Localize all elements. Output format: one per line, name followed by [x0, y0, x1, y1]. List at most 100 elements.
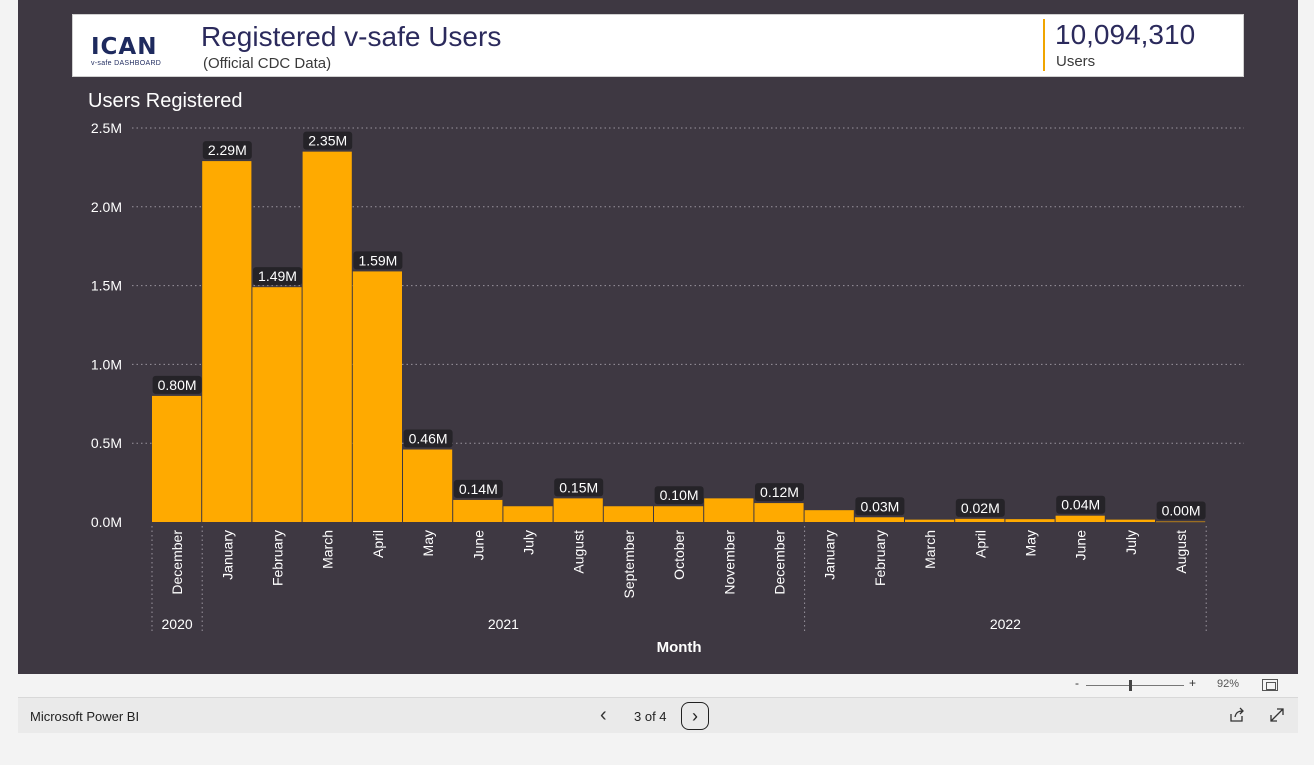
data-label: 2.29M — [208, 142, 247, 158]
x-tick-label: August — [1173, 530, 1189, 574]
x-tick-label: February — [270, 530, 286, 586]
zoom-bar: - + 92% — [0, 674, 1314, 696]
bar — [704, 498, 754, 522]
x-tick-label: June — [1073, 530, 1089, 561]
ican-logo: ICAN v-safe DASHBOARD — [91, 35, 175, 75]
page-indicator: 3 of 4 — [634, 709, 667, 724]
kpi-value: 10,094,310 — [1055, 19, 1196, 50]
x-tick-label: January — [219, 530, 235, 580]
data-label: 1.49M — [258, 268, 297, 284]
data-label-bg — [654, 486, 704, 505]
footer-bar: Microsoft Power BI ‹ 3 of 4 › — [18, 697, 1298, 733]
data-label: 0.15M — [559, 479, 598, 495]
bar — [654, 506, 704, 522]
year-label: 2020 — [162, 616, 193, 632]
x-tick-label: May — [420, 530, 436, 556]
x-tick-label: November — [721, 530, 737, 595]
next-page-button[interactable]: › — [681, 702, 709, 730]
data-label: 0.14M — [459, 481, 498, 497]
bar — [603, 506, 653, 522]
x-tick-label: July — [1123, 530, 1139, 555]
share-icon[interactable] — [1228, 706, 1246, 724]
x-tick-label: June — [470, 530, 486, 561]
zoom-out-button[interactable]: - — [1075, 676, 1079, 690]
bar-chart: 0.0M 0.5M 1.0M 1.5M 2.0M 2.5M 0.80M 2.29M 1.49M 2… — [91, 120, 1244, 656]
logo-subtext: v-safe DASHBOARD — [91, 60, 162, 67]
y-tick-label: 0.5M — [91, 435, 122, 451]
bar — [503, 506, 553, 522]
data-label-bg — [1156, 501, 1206, 520]
data-label-bg — [253, 267, 302, 286]
data-label-bg — [152, 375, 202, 394]
x-axis-title: Month — [657, 639, 702, 656]
kpi-label: Users — [1056, 53, 1096, 70]
bar — [955, 518, 1005, 522]
page-title: Registered v-safe Users — [201, 21, 502, 52]
x-tick-label: April — [370, 530, 386, 558]
bar — [1055, 515, 1105, 522]
page-subtitle: (Official CDC Data) — [203, 55, 332, 72]
year-label: 2021 — [488, 616, 519, 632]
data-label: 0.12M — [760, 484, 799, 500]
zoom-in-button[interactable]: + — [1189, 676, 1197, 690]
bar — [403, 449, 453, 522]
previous-page-button[interactable]: ‹ — [600, 704, 607, 726]
data-label-bg — [303, 131, 353, 150]
bar — [202, 161, 252, 522]
data-label-bg — [755, 483, 804, 502]
x-tick-label: August — [571, 530, 587, 574]
bar — [553, 498, 603, 522]
bar — [754, 503, 804, 522]
brand-label[interactable]: Microsoft Power BI — [30, 709, 140, 724]
x-tick-label: October — [671, 530, 687, 580]
data-label-bg — [403, 429, 453, 448]
data-label-bg — [554, 478, 604, 497]
bar — [905, 519, 955, 522]
data-label-bg — [855, 497, 905, 516]
bar — [854, 517, 904, 522]
bar — [453, 499, 503, 522]
bar — [1005, 519, 1055, 522]
report-canvas: ICAN v-safe DASHBOARD Registered v-safe … — [18, 0, 1298, 674]
data-label: 0.80M — [158, 377, 197, 393]
x-tick-label: March — [922, 530, 938, 569]
x-tick-label: February — [872, 530, 888, 586]
chart-title: Users Registered — [88, 90, 243, 112]
x-tick-label: September — [621, 530, 637, 599]
bar — [1105, 519, 1155, 522]
data-label-bg — [353, 251, 403, 270]
bar — [1156, 521, 1206, 523]
x-tick-label: April — [972, 530, 988, 558]
y-tick-label: 2.5M — [91, 120, 122, 136]
y-tick-label: 1.5M — [91, 278, 122, 294]
header-card: ICAN v-safe DASHBOARD Registered v-safe … — [72, 14, 1244, 77]
data-label: 0.04M — [1061, 497, 1100, 513]
fit-to-page-icon[interactable] — [1262, 679, 1278, 691]
y-tick-label: 1.0M — [91, 356, 122, 372]
data-label: 1.59M — [358, 252, 397, 268]
bar — [302, 151, 352, 522]
data-label: 0.10M — [660, 487, 699, 503]
data-label-bg — [955, 498, 1005, 517]
logo-text: ICAN — [91, 34, 158, 60]
data-label: 0.02M — [961, 500, 1000, 516]
bar — [804, 510, 854, 522]
data-label-bg — [453, 479, 503, 498]
kpi-divider — [1043, 19, 1045, 71]
bar — [152, 395, 202, 522]
data-label-bg — [202, 141, 252, 160]
bar — [352, 271, 402, 522]
bar — [252, 287, 302, 522]
data-label: 2.35M — [308, 133, 347, 149]
expand-icon[interactable] — [1268, 706, 1286, 724]
x-tick-label: December — [169, 530, 185, 595]
year-label: 2022 — [990, 616, 1021, 632]
zoom-slider-thumb[interactable] — [1128, 680, 1132, 691]
zoom-slider-track[interactable] — [1086, 685, 1184, 686]
y-tick-label: 0.0M — [91, 514, 122, 530]
x-tick-label: December — [772, 530, 788, 595]
y-tick-label: 2.0M — [91, 199, 122, 215]
x-tick-label: May — [1023, 530, 1039, 556]
zoom-level: 92% — [1217, 678, 1240, 690]
x-tick-label: January — [822, 530, 838, 580]
